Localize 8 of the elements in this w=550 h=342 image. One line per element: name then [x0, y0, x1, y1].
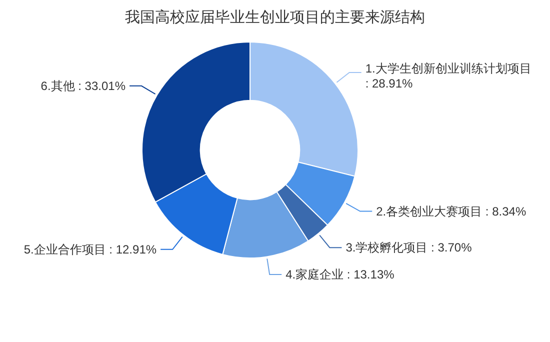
slice-label: 6.其他 : 33.01%: [40, 78, 126, 93]
slice-label: 1.大学生创新创业训练计划项目: [365, 61, 532, 76]
slice-label: 3.学校孵化项目 : 3.70%: [346, 240, 472, 255]
data-label: : 28.91%: [365, 76, 414, 90]
chart-title: 我国高校应届毕业生创业项目的主要来源结构: [125, 9, 425, 26]
slice-label: 5.企业合作项目 : 12.91%: [24, 242, 157, 256]
slice-label: 2.各类创业大赛项目 : 8.34%: [376, 204, 526, 218]
slice-label: 4.家庭企业 : 13.13%: [286, 267, 395, 282]
